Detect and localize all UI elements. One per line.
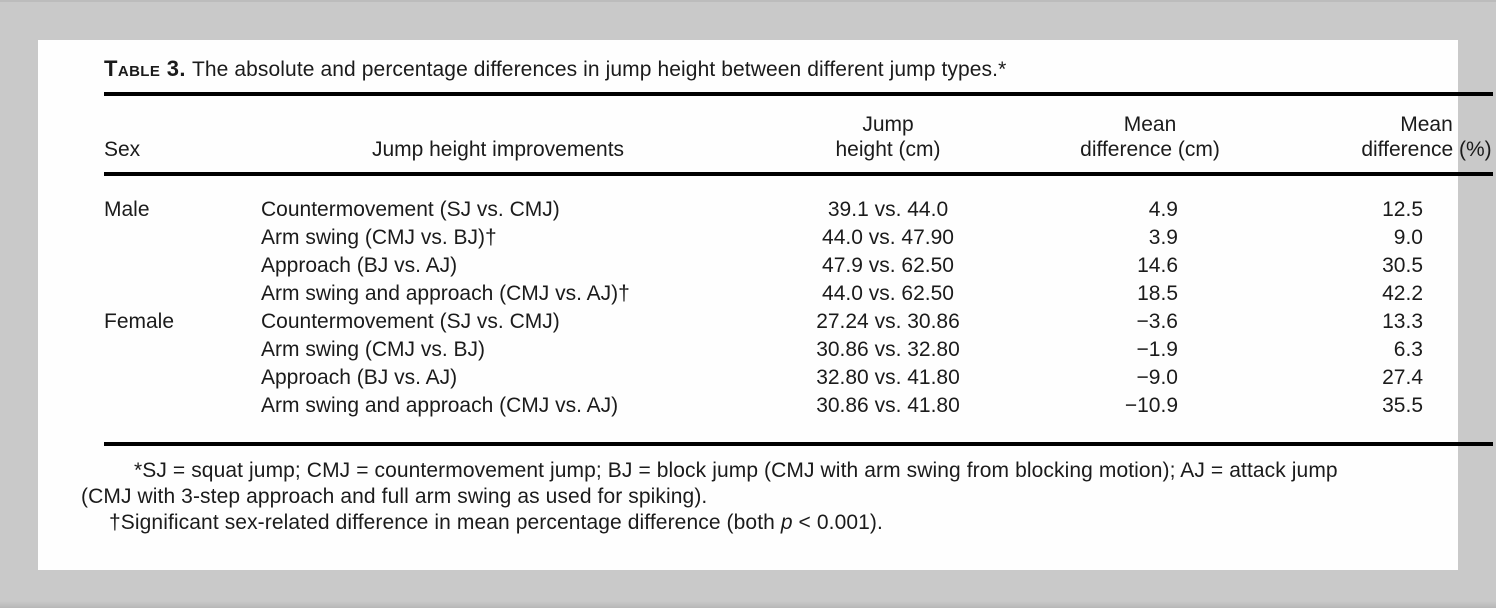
col-header-jump-height: Jump height (cm) (738, 94, 1038, 174)
table-label: Table 3. (104, 56, 186, 81)
cell-mean-diff-pct: 27.4 (1382, 366, 1423, 389)
table-row: Approach (BJ vs. AJ) 47.9 vs. 62.50 14.6… (104, 252, 1493, 280)
table-caption: Table 3. The absolute and percentage diff… (104, 56, 1458, 83)
cell-mean-diff-pct: 12.5 (1382, 198, 1423, 221)
cell-sex (104, 224, 258, 252)
cell-sex (104, 280, 258, 308)
cell-jump-height: 47.9 vs. 62.50 (822, 254, 954, 277)
cell-jump-height: 30.86 vs. 32.80 (816, 338, 960, 361)
table-footnotes: *SJ = squat jump; CMJ = countermovement … (81, 458, 1458, 536)
table-row: Arm swing and approach (CMJ vs. AJ) 30.8… (104, 392, 1493, 444)
col-header-mean-diff-cm-line2: difference (cm) (1080, 138, 1220, 161)
cell-improvement: Arm swing and approach (CMJ vs. AJ) (261, 394, 619, 417)
cell-mean-diff-pct: 6.3 (1393, 338, 1423, 361)
cell-mean-diff-cm: 14.6 (1137, 254, 1178, 277)
table-row: Arm swing (CMJ vs. BJ)† 44.0 vs. 47.90 3… (104, 224, 1493, 252)
table-panel: Table 3. The absolute and percentage diff… (38, 40, 1493, 570)
col-header-mean-diff-pct-line1: Mean (1400, 113, 1453, 136)
col-header-mean-diff-pct-line2: difference (%) (1361, 138, 1492, 161)
jump-height-table: Sex Jump height improvements Jump height… (104, 92, 1493, 446)
cell-improvement: Countermovement (SJ vs. CMJ) (261, 198, 560, 221)
cell-jump-height: 32.80 vs. 41.80 (816, 366, 960, 389)
cell-mean-diff-cm: 18.5 (1137, 282, 1178, 305)
cell-mean-diff-cm: −3.6 (1136, 310, 1178, 333)
cell-improvement: Approach (BJ vs. AJ) (261, 366, 458, 389)
col-header-mean-diff-cm: Mean difference (cm) (1038, 94, 1288, 174)
table-caption-text: The absolute and percentage differences … (191, 58, 1007, 81)
cell-improvement: Countermovement (SJ vs. CMJ) (261, 310, 560, 333)
footnote-significance-post: < 0.001). (792, 511, 883, 534)
cell-mean-diff-pct: 9.0 (1393, 226, 1423, 249)
table-row: Female Countermovement (SJ vs. CMJ) 27.2… (104, 308, 1493, 336)
footnote-abbreviations-line1: *SJ = squat jump; CMJ = countermovement … (134, 459, 1338, 482)
table-row: Male Countermovement (SJ vs. CMJ) 39.1 v… (104, 174, 1493, 224)
cell-mean-diff-cm: −10.9 (1124, 394, 1178, 417)
table-body: Male Countermovement (SJ vs. CMJ) 39.1 v… (104, 174, 1493, 444)
cell-mean-diff-cm: −9.0 (1136, 366, 1178, 389)
cell-sex: Female (104, 310, 175, 333)
cell-mean-diff-cm: −1.9 (1136, 338, 1178, 361)
cell-mean-diff-pct: 42.2 (1382, 282, 1423, 305)
footnote-significance: †Significant sex-related difference in m… (81, 510, 1458, 536)
cell-sex: Male (104, 198, 150, 221)
cell-improvement: Approach (BJ vs. AJ) (261, 254, 458, 277)
col-header-sex: Sex (104, 138, 141, 161)
cell-jump-height: 44.0 vs. 62.50 (822, 282, 954, 305)
cell-jump-height: 44.0 vs. 47.90 (822, 226, 954, 249)
cell-sex (104, 392, 258, 444)
cell-mean-diff-cm: 3.9 (1148, 226, 1178, 249)
cell-jump-height: 39.1 vs. 44.0 (827, 198, 949, 221)
cell-improvement: Arm swing (CMJ vs. BJ)† (261, 226, 497, 249)
cell-mean-diff-cm: 4.9 (1148, 198, 1178, 221)
table-row: Approach (BJ vs. AJ) 32.80 vs. 41.80 −9.… (104, 364, 1493, 392)
cell-jump-height: 27.24 vs. 30.86 (816, 310, 960, 333)
footnote-significance-pre: †Significant sex-related difference in m… (109, 511, 781, 534)
cell-sex (104, 252, 258, 280)
col-header-jump-height-line1: Jump (862, 113, 914, 136)
table-row: Arm swing and approach (CMJ vs. AJ)† 44.… (104, 280, 1493, 308)
cell-mean-diff-pct: 35.5 (1382, 394, 1423, 417)
cell-jump-height: 30.86 vs. 41.80 (816, 394, 960, 417)
table-header: Sex Jump height improvements Jump height… (104, 94, 1493, 174)
cell-sex (104, 364, 258, 392)
cell-sex (104, 336, 258, 364)
col-header-improvements: Jump height improvements (371, 138, 625, 161)
footnote-significance-pvalue-symbol: p (780, 511, 793, 534)
cell-mean-diff-pct: 30.5 (1382, 254, 1423, 277)
col-header-jump-height-line2: height (cm) (835, 138, 941, 161)
cell-mean-diff-pct: 13.3 (1382, 310, 1423, 333)
col-header-mean-diff-cm-line1: Mean (1123, 113, 1177, 136)
cell-improvement: Arm swing and approach (CMJ vs. AJ)† (261, 282, 630, 305)
header-row: Sex Jump height improvements Jump height… (104, 94, 1493, 174)
col-header-mean-diff-pct: Mean difference (%) (1288, 94, 1493, 174)
table-row: Arm swing (CMJ vs. BJ) 30.86 vs. 32.80 −… (104, 336, 1493, 364)
cell-improvement: Arm swing (CMJ vs. BJ) (261, 338, 486, 361)
footnote-abbreviations-line2: (CMJ with 3-step approach and full arm s… (81, 485, 708, 508)
